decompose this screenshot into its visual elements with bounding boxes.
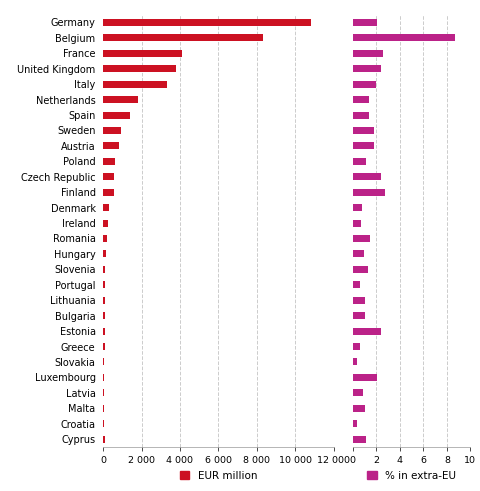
Bar — [353, 312, 365, 319]
Bar — [103, 81, 167, 88]
Bar — [103, 327, 105, 334]
Bar — [103, 250, 106, 257]
Bar — [103, 374, 104, 381]
Bar — [103, 19, 311, 26]
Bar — [353, 34, 455, 41]
Bar — [103, 189, 114, 195]
Bar — [103, 127, 121, 134]
Bar — [353, 358, 357, 365]
Bar — [353, 343, 360, 350]
Bar — [353, 111, 369, 118]
Bar — [103, 312, 105, 319]
Bar — [103, 297, 105, 303]
Bar — [103, 358, 105, 365]
Bar — [353, 281, 360, 288]
Bar — [103, 158, 115, 165]
Bar — [103, 219, 108, 226]
Bar — [103, 142, 119, 149]
Bar — [353, 81, 376, 88]
Bar — [353, 405, 365, 411]
Bar — [353, 65, 381, 72]
Bar — [353, 158, 366, 165]
Bar — [103, 436, 105, 442]
Bar — [103, 343, 105, 350]
Bar — [353, 173, 381, 180]
Bar — [353, 204, 361, 211]
Bar — [103, 266, 106, 273]
Bar — [353, 420, 357, 427]
Bar — [103, 235, 107, 242]
Bar — [103, 50, 182, 57]
Bar — [103, 111, 130, 118]
Bar — [353, 235, 371, 242]
Legend: % in extra-EU: % in extra-EU — [363, 466, 460, 485]
Bar — [353, 96, 369, 103]
Bar — [353, 389, 363, 396]
Bar — [103, 405, 104, 411]
Bar — [353, 127, 374, 134]
Bar — [353, 19, 377, 26]
Bar — [353, 436, 366, 442]
Bar — [353, 374, 377, 381]
Bar — [353, 297, 365, 303]
Bar — [103, 34, 263, 41]
Bar — [353, 250, 364, 257]
Bar — [103, 173, 114, 180]
Bar — [103, 204, 108, 211]
Bar — [103, 65, 176, 72]
Bar — [353, 327, 381, 334]
Bar — [353, 266, 368, 273]
Legend: EUR million: EUR million — [176, 466, 261, 485]
Bar — [353, 189, 384, 195]
Bar — [103, 420, 104, 427]
Bar — [103, 96, 138, 103]
Bar — [103, 281, 105, 288]
Bar — [353, 219, 361, 226]
Bar — [353, 50, 384, 57]
Bar — [353, 142, 374, 149]
Bar — [103, 389, 104, 396]
